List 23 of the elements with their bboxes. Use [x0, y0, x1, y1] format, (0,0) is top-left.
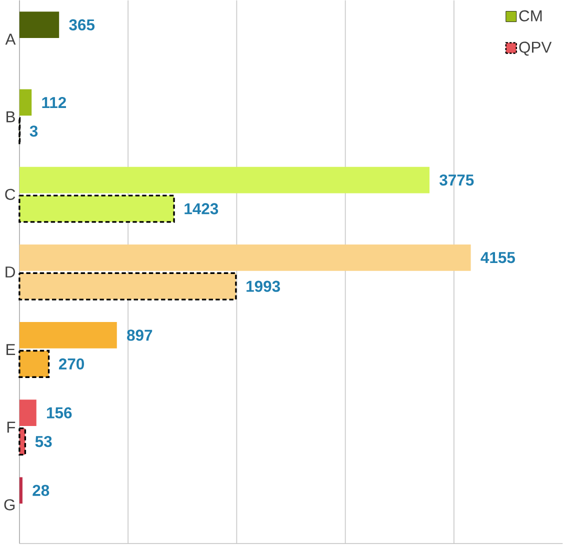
- data-label: 1423: [184, 203, 218, 214]
- data-label: 365: [69, 19, 95, 31]
- data-label: 897: [127, 330, 152, 341]
- y-tick-label: E: [6, 344, 16, 356]
- data-label: 28: [32, 484, 50, 496]
- y-tick-label: C: [5, 188, 16, 200]
- data-label: 4155: [480, 252, 515, 264]
- data-label: 270: [58, 358, 84, 370]
- data-label: 3775: [440, 174, 474, 186]
- y-tick-label: G: [4, 499, 15, 510]
- y-tick-label: F: [7, 422, 16, 433]
- legend-label: CM: [519, 10, 542, 22]
- y-tick-label: D: [6, 266, 15, 278]
- y-tick-label: B: [6, 112, 15, 122]
- data-label: 1993: [246, 280, 280, 292]
- bar: [19, 477, 22, 504]
- data-label: 53: [35, 436, 52, 448]
- data-label: 156: [47, 407, 72, 418]
- legend-label: QPV: [519, 42, 552, 56]
- bar: [19, 12, 60, 38]
- y-tick-label: A: [5, 34, 16, 45]
- data-label: 112: [42, 97, 66, 108]
- data-label: 3: [30, 126, 38, 137]
